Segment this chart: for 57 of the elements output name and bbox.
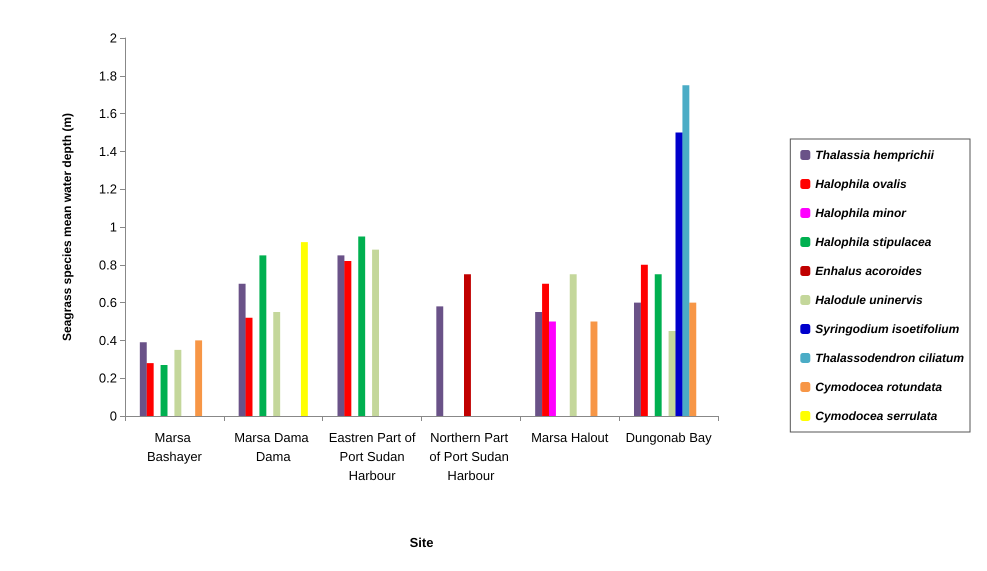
legend-label: Thalassodendron ciliatum (815, 351, 964, 365)
bar (259, 255, 266, 416)
legend-label: Thalassia hemprichii (815, 148, 935, 162)
legend-label: Halodule uninervis (815, 293, 923, 307)
legend-label: Cymodocea serrulata (815, 409, 938, 423)
bar (640, 264, 648, 416)
bar (174, 350, 182, 416)
bar (682, 85, 690, 416)
y-tick-label: 0.8 (98, 257, 117, 272)
x-tick-label: Marsa Dama Dama (234, 430, 312, 464)
y-tick-label: 1.8 (98, 68, 117, 84)
bar (372, 250, 379, 416)
bar (570, 274, 577, 416)
y-tick-label: 0.6 (98, 295, 117, 310)
bar (464, 274, 471, 416)
bar (195, 340, 202, 416)
bar (337, 255, 344, 416)
x-tick-label: Marsa Bashayer (146, 430, 203, 464)
legend-label: Halophila stipulacea (815, 235, 932, 249)
bar (238, 284, 246, 416)
y-tick-label: 1.6 (98, 106, 117, 122)
y-tick-label: 0.4 (98, 332, 117, 348)
bar (542, 284, 549, 416)
bar (689, 302, 696, 416)
x-tick-label: Eastren Part of Port Sudan Harbour (328, 430, 416, 483)
y-tick-label: 1 (110, 220, 117, 234)
bar (344, 261, 352, 416)
legend-label: Syringodium isoetifolium (815, 322, 960, 336)
y-axis-title: Seagrass species mean water depth (m) (60, 112, 74, 342)
y-tick-label: 1.4 (98, 144, 117, 159)
bar (535, 312, 542, 416)
x-axis-title: Site (410, 535, 434, 550)
bar (246, 318, 252, 416)
bar (590, 322, 598, 416)
y-tick-label: 2 (110, 30, 117, 46)
y-tick-label: 0 (110, 408, 117, 424)
bar (676, 132, 682, 416)
bar (146, 363, 154, 416)
bar (436, 306, 444, 416)
bar (358, 236, 366, 416)
legend-label: Halophila ovalis (815, 177, 907, 191)
x-tick-label: Northern Part of Port Sudan Harbour (429, 430, 512, 483)
bar (140, 342, 147, 416)
bar (273, 312, 280, 416)
bar (654, 274, 662, 416)
y-tick-label: 1.2 (98, 182, 117, 197)
legend-label: Cymodocea rotundata (815, 380, 942, 394)
bar (160, 364, 168, 416)
x-tick-label: Dungonab Bay (626, 430, 712, 445)
bar (668, 330, 676, 416)
legend-label: Halophila minor (815, 206, 908, 220)
bar (300, 242, 308, 416)
legend-label: Enhalus acoroides (815, 264, 922, 278)
bar (548, 322, 556, 416)
bar (634, 302, 641, 416)
x-tick-label: Marsa Halout (531, 430, 609, 445)
y-tick-label: 0.2 (98, 370, 117, 386)
